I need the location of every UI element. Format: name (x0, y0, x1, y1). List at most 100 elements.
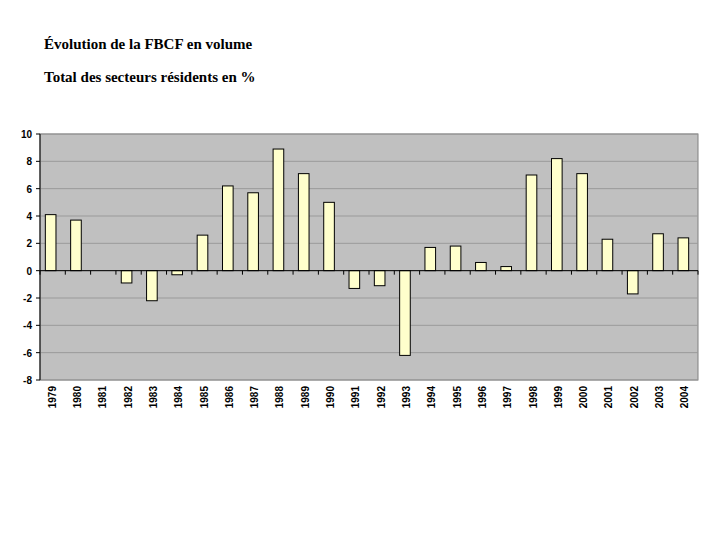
x-tick (647, 271, 648, 275)
bar (653, 234, 664, 271)
bar (526, 175, 537, 271)
x-tick (444, 271, 445, 275)
y-tick (36, 188, 40, 189)
y-tick-label: 4 (26, 211, 32, 222)
bar (551, 159, 562, 271)
x-tick (343, 271, 344, 275)
x-tick-label: 1981 (97, 386, 108, 409)
x-tick (596, 271, 597, 275)
grid-line (40, 134, 698, 135)
bar (602, 239, 613, 270)
y-tick (36, 134, 40, 135)
x-tick-label: 1988 (274, 386, 285, 409)
x-tick (571, 271, 572, 275)
chart-area (6, 124, 708, 420)
y-tick-label: 2 (26, 238, 32, 249)
y-tick (36, 270, 40, 271)
x-tick (267, 271, 268, 275)
grid-line (40, 380, 698, 381)
x-tick (115, 271, 116, 275)
x-tick (394, 271, 395, 275)
x-tick-label: 1989 (300, 386, 311, 409)
bar (197, 235, 208, 271)
bar (577, 174, 588, 271)
x-tick-label: 2004 (679, 386, 690, 409)
y-tick-label: -2 (23, 293, 32, 304)
x-tick-label: 1979 (47, 386, 58, 409)
y-tick (36, 216, 40, 217)
y-axis (40, 134, 41, 380)
x-tick (546, 271, 547, 275)
grid-line (40, 216, 698, 217)
x-tick (293, 271, 294, 275)
bar (273, 149, 284, 271)
grid-line (40, 188, 698, 189)
x-tick (672, 271, 673, 275)
grid-line (40, 243, 698, 244)
x-tick (191, 271, 192, 275)
y-tick (36, 161, 40, 162)
x-tick-label: 1999 (553, 386, 564, 409)
y-tick (36, 380, 40, 381)
x-tick (470, 271, 471, 275)
bar (349, 271, 360, 289)
bar (400, 271, 411, 356)
x-tick-label: 1984 (173, 386, 184, 409)
bar (222, 186, 233, 271)
x-tick (217, 271, 218, 275)
x-tick-label: 1993 (401, 386, 412, 409)
bar (172, 271, 183, 275)
title: Évolution de la FBCF en volume (44, 36, 252, 53)
x-tick (698, 271, 699, 275)
x-tick-label: 1982 (123, 386, 134, 409)
y-tick (36, 352, 40, 353)
x-tick-label: 1998 (528, 386, 539, 409)
x-tick-label: 1987 (249, 386, 260, 409)
plot-area (40, 134, 698, 380)
bar (627, 271, 638, 294)
x-tick (369, 271, 370, 275)
bar (45, 215, 56, 271)
y-tick (36, 325, 40, 326)
y-tick (36, 243, 40, 244)
y-tick (36, 298, 40, 299)
x-tick (90, 271, 91, 275)
bar (248, 193, 259, 271)
bar (450, 246, 461, 271)
y-tick-label: 6 (26, 184, 32, 195)
x-tick-label: 1997 (502, 386, 513, 409)
x-tick-label: 1986 (224, 386, 235, 409)
bar (476, 262, 487, 270)
y-tick-label: -6 (23, 348, 32, 359)
x-tick (242, 271, 243, 275)
bar (298, 174, 309, 271)
grid-line (40, 352, 698, 353)
bar (678, 238, 689, 271)
x-tick-label: 1983 (148, 386, 159, 409)
y-tick-label: 0 (26, 266, 32, 277)
x-tick (622, 271, 623, 275)
grid-line (40, 161, 698, 162)
bar (71, 220, 82, 271)
x-tick (419, 271, 420, 275)
x-tick (318, 271, 319, 275)
chart: -8-6-4-202468101979198019811982198319841… (0, 0, 720, 540)
x-tick-label: 2003 (654, 386, 665, 409)
x-tick (141, 271, 142, 275)
x-tick-label: 1990 (325, 386, 336, 409)
x-tick-label: 2001 (603, 386, 614, 409)
x-tick-label: 1994 (426, 386, 437, 409)
x-tick-label: 1991 (350, 386, 361, 409)
x-tick (495, 271, 496, 275)
x-tick-label: 2000 (578, 386, 589, 409)
x-tick (40, 271, 41, 275)
x-tick-label: 1992 (376, 386, 387, 409)
x-tick-label: 1985 (199, 386, 210, 409)
x-tick-label: 2002 (629, 386, 640, 409)
y-tick-label: 8 (26, 156, 32, 167)
grid-line (40, 325, 698, 326)
x-tick (65, 271, 66, 275)
x-tick-label: 1996 (477, 386, 488, 409)
bar (501, 267, 512, 271)
bar (425, 247, 436, 270)
